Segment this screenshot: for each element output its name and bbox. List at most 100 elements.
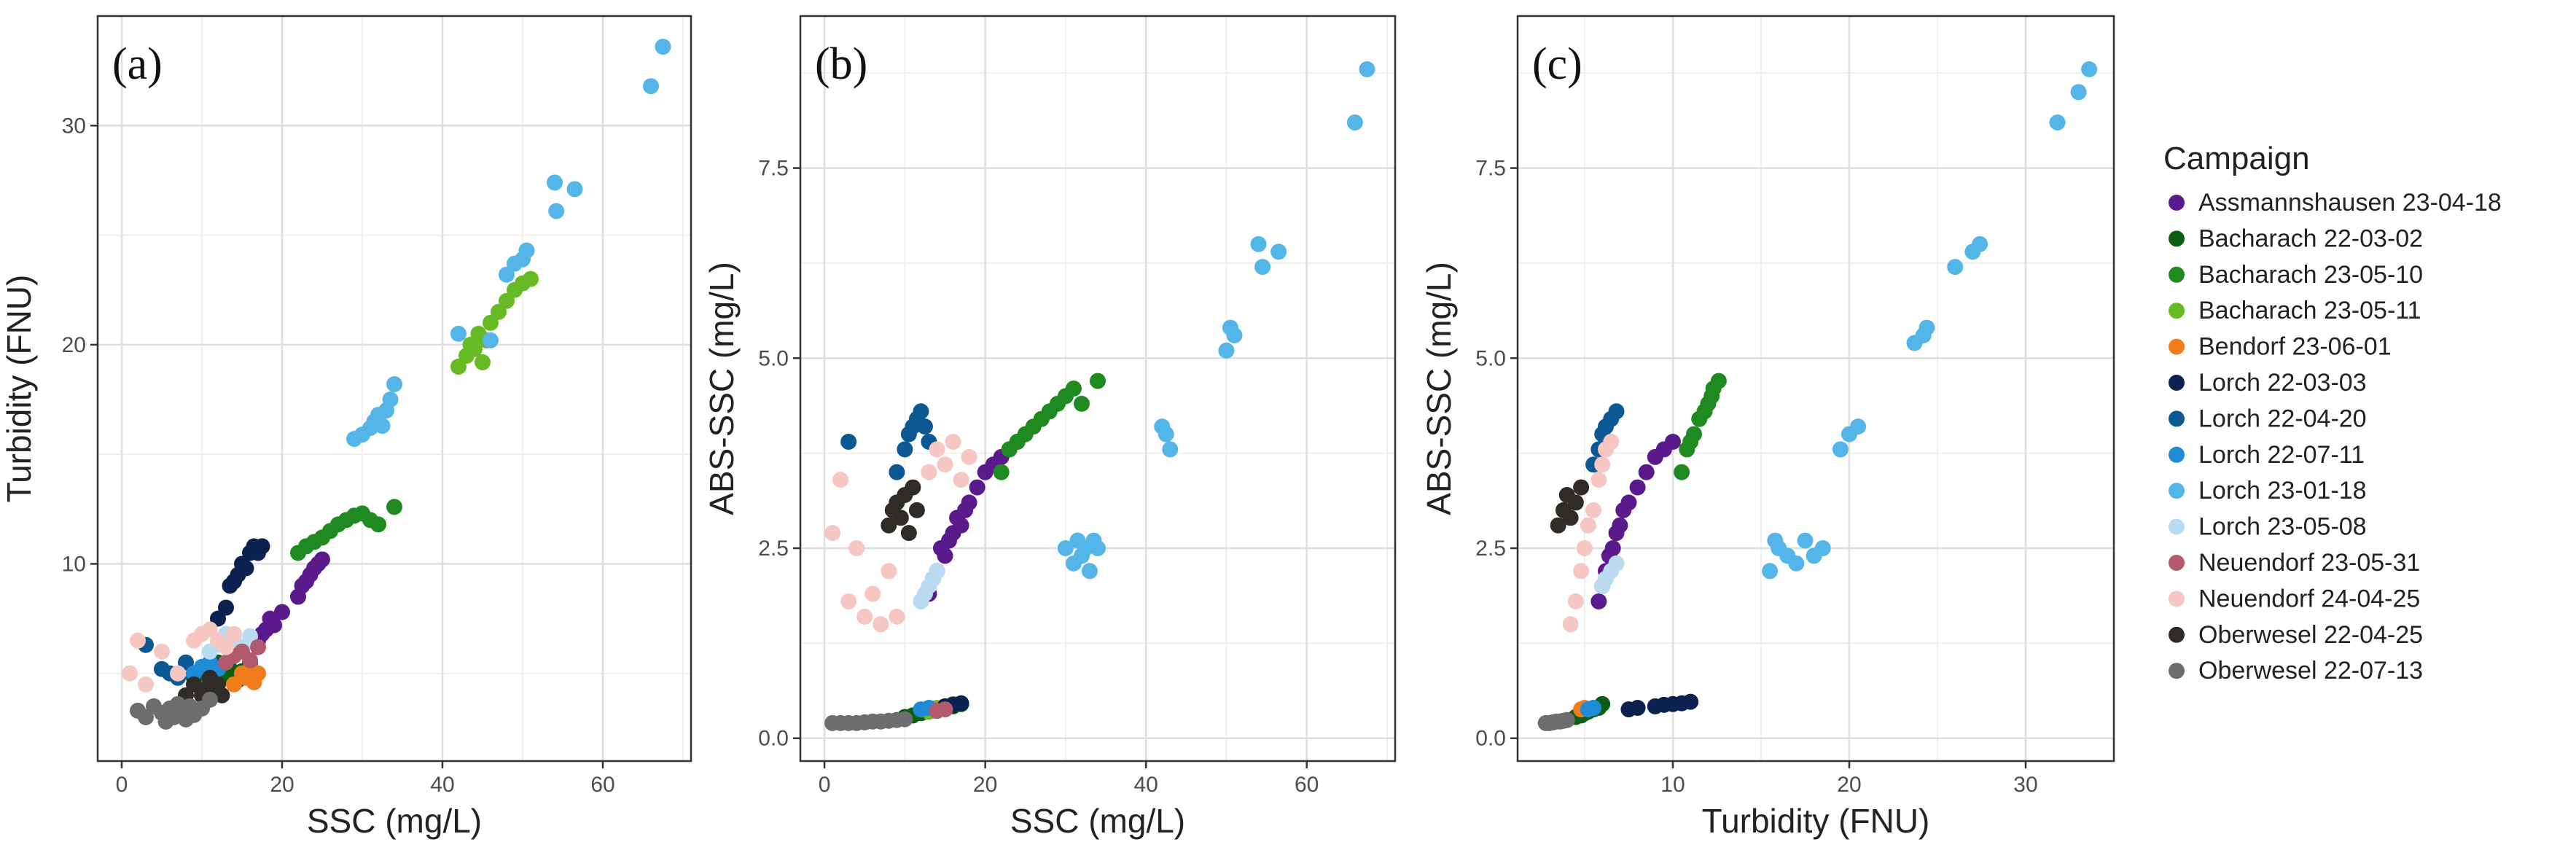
data-point [900, 525, 917, 542]
y-tick-label: 10 [62, 552, 86, 576]
legend-item: Lorch 22-03-03 [2169, 369, 2367, 397]
data-point [1947, 259, 1964, 276]
x-tick-label: 30 [2013, 773, 2037, 797]
y-tick-label: 2.5 [758, 537, 789, 561]
x-tick-label: 40 [1133, 773, 1158, 797]
y-tick-label: 20 [62, 333, 86, 357]
data-point [913, 403, 929, 420]
data-point [1558, 711, 1575, 728]
panel-label: (c) [1532, 39, 1582, 89]
series-bacharach-23-05-10 [993, 373, 1106, 480]
data-point [1567, 494, 1584, 511]
data-point [491, 303, 507, 320]
legend-label: Lorch 22-07-11 [2198, 441, 2365, 469]
legend-item: Bacharach 23-05-11 [2169, 297, 2421, 324]
data-point [921, 464, 937, 480]
legend-label: Bacharach 22-03-02 [2198, 225, 2423, 252]
data-point [2070, 84, 2087, 101]
data-point [210, 610, 226, 627]
data-point [993, 464, 1010, 480]
data-point [130, 632, 146, 649]
data-point [1162, 441, 1179, 458]
y-tick-label: 7.5 [1475, 157, 1506, 181]
y-tick-label: 5.0 [758, 346, 789, 370]
legend-label: Neuendorf 23-05-31 [2198, 549, 2420, 577]
panel-c: 10 20 30 0.0 2.5 5.0 7.5 Turbidity (FNU) ABS-SSC… [1420, 15, 2115, 840]
data-point [250, 639, 266, 655]
data-point [1250, 235, 1267, 252]
panel-b: 0 20 40 60 0.0 2.5 5.0 7.5 SSC (mg/L) ABS-SSC (mg… [703, 15, 1397, 840]
data-point [856, 608, 873, 625]
series-bendorf-23-06-01 [226, 660, 266, 693]
data-point [961, 448, 977, 465]
data-point [154, 643, 170, 660]
legend-marker [2169, 446, 2185, 463]
data-point [1972, 235, 1988, 252]
y-axis-title: Turbidity (FNU) [0, 275, 38, 503]
data-point [1218, 342, 1235, 359]
data-point [518, 242, 535, 259]
data-point [969, 479, 985, 496]
data-point [170, 665, 186, 682]
series-oberwesel-22-04-25 [1550, 479, 1590, 534]
data-point [945, 434, 961, 450]
data-point [905, 479, 921, 496]
data-point [1562, 616, 1579, 633]
x-tick-label: 60 [590, 773, 614, 797]
data-point [1788, 555, 1805, 572]
data-point [873, 616, 889, 633]
data-point [499, 292, 515, 309]
series-lorch-22-07-11 [913, 700, 937, 718]
data-point [953, 517, 969, 534]
data-point [1594, 456, 1611, 473]
panel-border [1516, 15, 2115, 763]
data-point [1580, 517, 1596, 534]
legend-item: Bacharach 22-03-02 [2169, 225, 2423, 252]
data-point [202, 621, 218, 638]
data-point [1567, 593, 1584, 609]
data-point [1919, 319, 1935, 336]
y-tick-label: 5.0 [1475, 346, 1506, 370]
data-point [254, 538, 270, 555]
data-point [832, 472, 849, 488]
legend-marker [2169, 663, 2185, 679]
data-point [1710, 373, 1727, 389]
x-tick-label: 40 [430, 773, 454, 797]
data-point [897, 711, 913, 728]
data-point [864, 585, 881, 602]
data-point [218, 599, 234, 616]
legend-item: Lorch 22-04-20 [2169, 405, 2367, 432]
series-lorch-22-04-20 [840, 403, 937, 480]
legend-item: Bendorf 23-06-01 [2169, 333, 2392, 361]
y-tick-label: 0.0 [758, 727, 789, 751]
panel-border [96, 15, 692, 763]
data-point [374, 418, 391, 434]
legend-title: Campaign [2163, 141, 2310, 176]
legend-item: Lorch 22-07-11 [2169, 441, 2365, 469]
data-point [138, 676, 154, 693]
data-point [1576, 540, 1593, 556]
data-point [1603, 434, 1620, 450]
data-point [2081, 61, 2098, 77]
data-point [370, 516, 386, 533]
x-tick-label: 20 [1837, 773, 1861, 797]
data-point [937, 547, 953, 564]
data-point [1065, 381, 1082, 397]
y-tick-label: 2.5 [1475, 537, 1506, 561]
series-assmannshausen-23-04-18 [242, 551, 330, 671]
data-point [382, 391, 399, 408]
data-point [218, 639, 234, 655]
x-axis-title: SSC (mg/L) [307, 802, 482, 840]
data-point [1226, 327, 1243, 343]
series-lorch-23-01-18 [1057, 61, 1375, 580]
legend-label: Bacharach 23-05-11 [2198, 297, 2421, 324]
x-axis-title: SSC (mg/L) [1010, 802, 1185, 840]
data-point [242, 628, 258, 644]
data-point [1573, 563, 1590, 580]
data-point [889, 608, 905, 625]
data-point [226, 625, 242, 642]
legend-label: Oberwesel 22-04-25 [2198, 621, 2423, 649]
data-point [242, 652, 258, 668]
series-lorch-22-03-03 [1620, 693, 1699, 718]
data-point [655, 39, 671, 55]
